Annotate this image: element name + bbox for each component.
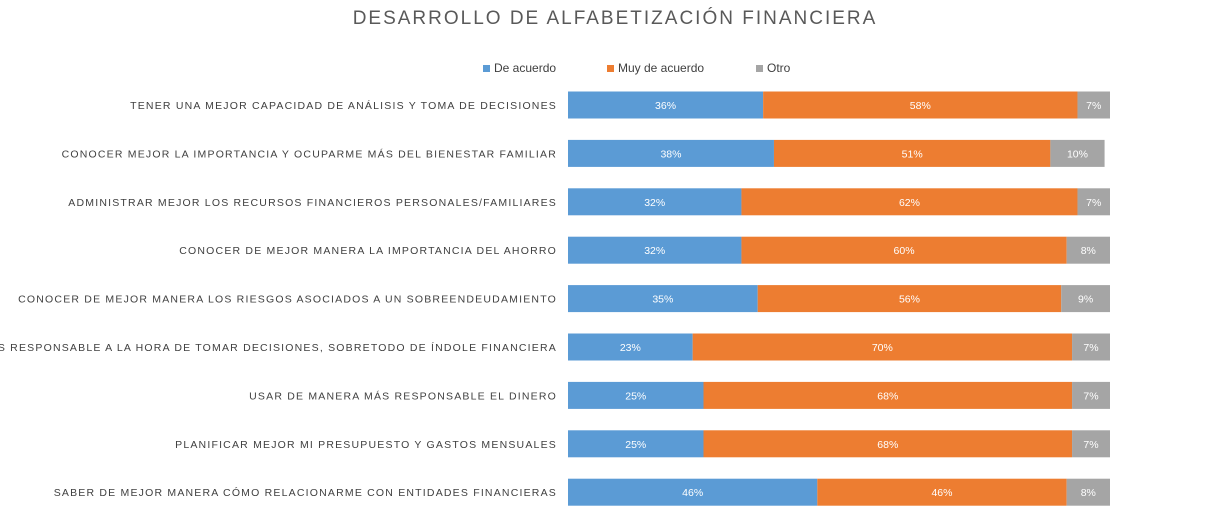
- legend-swatch-de-acuerdo: [483, 64, 490, 72]
- category-label: SABER DE MEJOR MANERA CÓMO RELACIONARME …: [54, 486, 557, 499]
- bar-segment-otro: [1077, 91, 1110, 119]
- bar-segment-muy-de-acuerdo: [703, 430, 1073, 458]
- bar-segment-otro: [1077, 188, 1110, 216]
- category-label: CONOCER DE MEJOR MANERA LA IMPORTANCIA D…: [179, 245, 557, 257]
- bar-segment-de-acuerdo: [568, 430, 704, 458]
- data-label-muy-de-acuerdo: 70%: [872, 342, 893, 354]
- legend-swatch-otro: [756, 64, 763, 72]
- bar-segment-otro: [1066, 478, 1110, 506]
- bar-segment-de-acuerdo: [568, 333, 693, 361]
- category-label: PLANIFICAR MEJOR MI PRESUPUESTO Y GASTOS…: [175, 439, 557, 451]
- category-label: ADMINISTRAR MEJOR LOS RECURSOS FINANCIER…: [68, 197, 557, 209]
- bar-segment-otro: [1072, 381, 1110, 409]
- legend-label-de-acuerdo: De acuerdo: [494, 61, 557, 75]
- data-label-de-acuerdo: 25%: [625, 390, 646, 402]
- bar-segment-otro: [1072, 333, 1110, 361]
- data-label-otro: 8%: [1081, 487, 1096, 499]
- legend-label-otro: Otro: [767, 61, 791, 75]
- data-label-muy-de-acuerdo: 60%: [894, 245, 915, 257]
- chart-title: DESARROLLO DE ALFABETIZACIÓN FINANCIERA: [352, 8, 878, 29]
- bar-segment-muy-de-acuerdo: [757, 285, 1062, 313]
- data-label-otro: 7%: [1083, 342, 1098, 354]
- data-label-de-acuerdo: 23%: [620, 342, 641, 354]
- category-label: CONOCER MEJOR LA IMPORTANCIA Y OCUPARME …: [62, 147, 557, 160]
- data-label-otro: 9%: [1078, 294, 1093, 306]
- data-label-muy-de-acuerdo: 68%: [877, 390, 898, 402]
- data-label-muy-de-acuerdo: 62%: [899, 197, 920, 209]
- data-label-otro: 7%: [1083, 439, 1098, 451]
- data-label-otro: 7%: [1086, 100, 1101, 112]
- data-label-de-acuerdo: 32%: [644, 245, 665, 257]
- data-label-de-acuerdo: 46%: [682, 487, 703, 499]
- bar-segment-otro: [1050, 139, 1105, 167]
- data-label-muy-de-acuerdo: 46%: [931, 487, 952, 499]
- data-label-otro: 10%: [1067, 148, 1088, 160]
- legend-item-otro: Otro: [756, 61, 790, 75]
- legend-swatch-muy-de-acuerdo: [607, 64, 614, 72]
- bar-segment-otro: [1061, 285, 1110, 313]
- chart-legend: De acuerdo Muy de acuerdo Otro: [0, 61, 1215, 77]
- data-label-otro: 7%: [1086, 197, 1101, 209]
- data-label-de-acuerdo: 35%: [652, 294, 673, 306]
- data-label-de-acuerdo: 32%: [644, 197, 665, 209]
- data-label-de-acuerdo: 36%: [655, 100, 676, 112]
- legend-item-de-acuerdo: De acuerdo: [483, 61, 556, 75]
- data-label-muy-de-acuerdo: 68%: [877, 439, 898, 451]
- bar-segment-de-acuerdo: [568, 381, 704, 409]
- data-label-otro: 7%: [1083, 390, 1098, 402]
- data-label-muy-de-acuerdo: 58%: [910, 100, 931, 112]
- bar-segment-de-acuerdo: [568, 478, 818, 506]
- bar-segment-muy-de-acuerdo: [773, 139, 1051, 167]
- bar-segment-muy-de-acuerdo: [741, 188, 1078, 216]
- bar-segment-muy-de-acuerdo: [703, 381, 1073, 409]
- data-label-muy-de-acuerdo: 51%: [902, 148, 923, 160]
- legend-item-muy-de-acuerdo: Muy de acuerdo: [607, 61, 704, 75]
- bar-segment-de-acuerdo: [568, 285, 758, 313]
- category-label: SER MÁS RESPONSABLE A LA HORA DE TOMAR D…: [0, 341, 557, 354]
- category-label: CONOCER DE MEJOR MANERA LOS RIESGOS ASOC…: [18, 294, 557, 306]
- bar-segment-de-acuerdo: [568, 91, 764, 119]
- data-label-otro: 8%: [1081, 245, 1096, 257]
- bar-segment-otro: [1066, 236, 1110, 264]
- bar-segment-muy-de-acuerdo: [692, 333, 1073, 361]
- bar-segment-de-acuerdo: [568, 236, 742, 264]
- bar-segment-muy-de-acuerdo: [741, 236, 1067, 264]
- bar-segment-muy-de-acuerdo: [763, 91, 1078, 119]
- legend-label-muy-de-acuerdo: Muy de acuerdo: [618, 61, 705, 75]
- data-label-de-acuerdo: 38%: [660, 148, 681, 160]
- category-label: USAR DE MANERA MÁS RESPONSABLE EL DINERO: [249, 389, 557, 402]
- category-label: TENER UNA MEJOR CAPACIDAD DE ANÁLISIS Y …: [130, 99, 557, 112]
- bar-segment-otro: [1072, 430, 1110, 458]
- data-label-muy-de-acuerdo: 56%: [899, 294, 920, 306]
- bar-segment-de-acuerdo: [568, 139, 774, 167]
- bar-segment-de-acuerdo: [568, 188, 742, 216]
- bar-segment-muy-de-acuerdo: [817, 478, 1067, 506]
- data-label-de-acuerdo: 25%: [625, 439, 646, 451]
